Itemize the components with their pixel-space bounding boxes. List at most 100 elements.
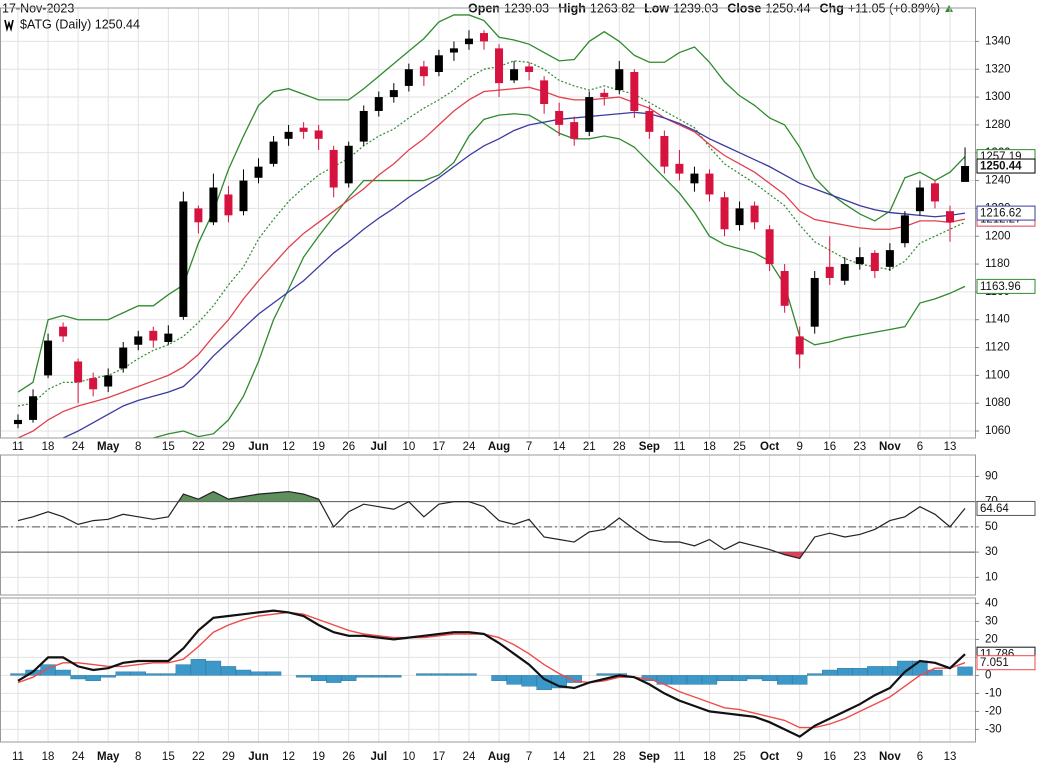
x-tick-label: 22 bbox=[192, 751, 205, 763]
candle-body bbox=[855, 257, 864, 265]
histogram-bar bbox=[837, 668, 853, 676]
x-tick-label: 29 bbox=[222, 751, 235, 763]
x-tick-label: 12 bbox=[282, 441, 295, 453]
candle-body bbox=[720, 197, 729, 230]
y-tick-label: 20 bbox=[985, 633, 998, 645]
x-tick-label: 12 bbox=[282, 751, 295, 763]
histogram-bar bbox=[746, 675, 763, 680]
x-tick-label: 24 bbox=[463, 751, 476, 763]
plot-area bbox=[0, 8, 975, 438]
histogram-bar bbox=[791, 675, 808, 685]
x-tick-label: Oct bbox=[760, 441, 779, 453]
chart-title: $ATG (Daily) 1250.44 bbox=[20, 17, 140, 31]
candle-body bbox=[930, 183, 939, 202]
y-tick-label: 40 bbox=[985, 597, 998, 609]
candle-body bbox=[314, 130, 323, 139]
x-tick-label: 11 bbox=[673, 751, 685, 763]
candle-body bbox=[419, 66, 428, 77]
histogram-bar bbox=[686, 675, 703, 685]
x-tick-label: 18 bbox=[703, 441, 716, 453]
y-tick-label: 10 bbox=[985, 571, 998, 583]
x-tick-label: 24 bbox=[72, 751, 85, 763]
histogram-bar bbox=[175, 664, 192, 676]
candle-body bbox=[585, 97, 594, 132]
candle-body bbox=[389, 90, 398, 98]
histogram-bar bbox=[822, 669, 838, 676]
overbought-fill bbox=[18, 491, 966, 502]
x-tick-label: 6 bbox=[917, 441, 923, 453]
histogram-bar bbox=[731, 675, 748, 682]
x-tick-label: Jul bbox=[370, 441, 387, 453]
histogram-bar bbox=[10, 673, 26, 676]
histogram-bar bbox=[386, 675, 402, 678]
candle-body bbox=[615, 69, 624, 91]
x-tick-label: 21 bbox=[583, 441, 596, 453]
histogram-bar bbox=[265, 671, 282, 676]
histogram-bar bbox=[776, 675, 793, 685]
candle-body bbox=[600, 92, 609, 98]
x-tick-label: 28 bbox=[613, 441, 626, 453]
x-tick-label: 13 bbox=[944, 441, 957, 453]
y-tick-label: 1100 bbox=[985, 369, 1010, 381]
candle-body bbox=[690, 173, 699, 184]
x-tick-label: Nov bbox=[879, 751, 901, 763]
candle-body bbox=[284, 131, 293, 139]
candle-body bbox=[946, 211, 954, 223]
y-tick-label: -10 bbox=[985, 687, 1002, 699]
last-value-label: 1216.62 bbox=[980, 208, 1022, 220]
histogram-bar bbox=[761, 675, 778, 682]
x-tick-label: 28 bbox=[613, 751, 626, 763]
x-tick-label: 8 bbox=[135, 751, 141, 763]
x-tick-label: Aug bbox=[488, 751, 510, 763]
last-value-label: 1163.96 bbox=[980, 281, 1021, 293]
candle-body bbox=[870, 252, 879, 272]
last-value-label: 64.64 bbox=[980, 503, 1009, 515]
x-tick-label: 24 bbox=[72, 441, 85, 453]
candle-body bbox=[660, 136, 669, 167]
candle-body bbox=[570, 122, 579, 139]
histogram-bar bbox=[356, 675, 372, 678]
x-tick-label: 24 bbox=[463, 441, 476, 453]
x-tick-label: 9 bbox=[796, 441, 802, 453]
histogram-bar bbox=[716, 675, 733, 682]
histogram-bar bbox=[596, 673, 612, 676]
histogram-bar bbox=[130, 671, 146, 676]
title-icon bbox=[4, 19, 14, 32]
last-value-box bbox=[976, 500, 1036, 516]
candle-body bbox=[239, 180, 248, 212]
histogram-bar bbox=[100, 675, 116, 678]
candle-body bbox=[705, 173, 714, 195]
last-value-box bbox=[976, 205, 1036, 221]
x-tick-label: Sep bbox=[639, 751, 660, 763]
candle-body bbox=[961, 166, 970, 182]
y-tick-label: 1200 bbox=[985, 230, 1011, 242]
last-value-box bbox=[976, 655, 1036, 671]
candle-body bbox=[915, 187, 924, 212]
x-tick-label: 6 bbox=[917, 751, 923, 763]
plot-area bbox=[0, 598, 975, 742]
candle-body bbox=[374, 97, 383, 111]
x-tick-label: Sep bbox=[639, 441, 660, 453]
candle-body bbox=[254, 166, 263, 178]
histogram-bar bbox=[461, 673, 477, 676]
y-tick-label: 30 bbox=[985, 615, 998, 627]
x-tick-label: 10 bbox=[402, 751, 415, 763]
panel-frame bbox=[0, 597, 976, 743]
candle-body bbox=[119, 347, 128, 369]
y-tick-label: 1280 bbox=[985, 119, 1011, 131]
y-tick-label: 1060 bbox=[985, 425, 1011, 437]
x-tick-label: 19 bbox=[312, 441, 325, 453]
candle-body bbox=[194, 208, 203, 223]
x-tick-label: 9 bbox=[796, 751, 802, 763]
y-tick-label: -20 bbox=[985, 705, 1002, 717]
x-tick-label: 23 bbox=[853, 441, 866, 453]
candle-body bbox=[525, 66, 534, 73]
y-tick-label: 1140 bbox=[985, 314, 1010, 326]
histogram-bar bbox=[671, 675, 688, 685]
y-tick-label: 1080 bbox=[985, 397, 1011, 409]
x-tick-label: 7 bbox=[526, 441, 532, 453]
candle-body bbox=[89, 378, 98, 390]
rsi-line bbox=[17, 490, 966, 560]
candle-body bbox=[269, 141, 278, 164]
y-tick-label: 1340 bbox=[985, 35, 1011, 47]
